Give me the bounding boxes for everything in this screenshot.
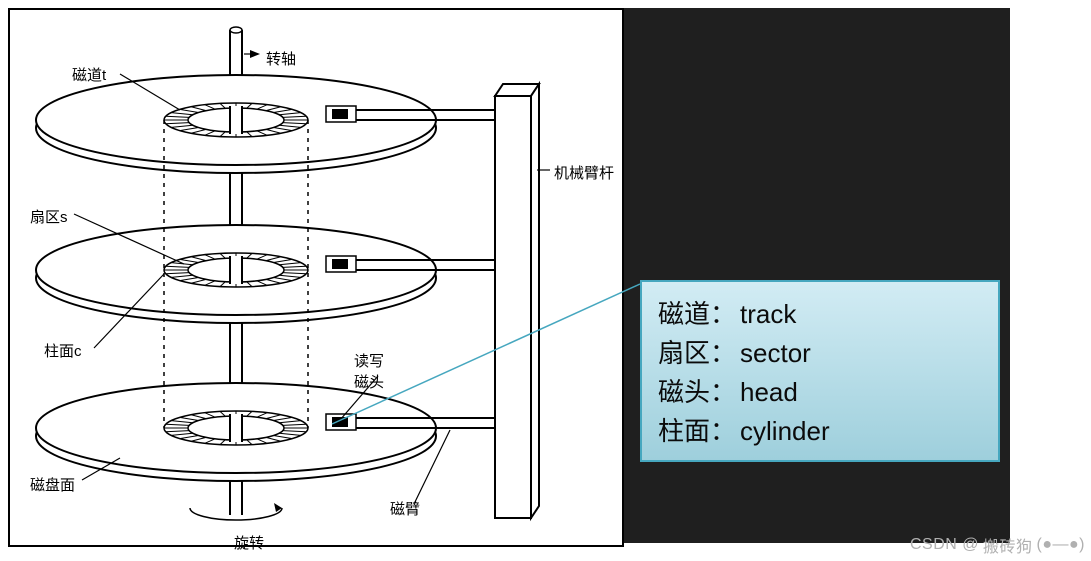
label-arm: 磁臂 <box>390 498 420 519</box>
label-arm-post: 机械臂杆 <box>554 162 614 183</box>
legend-en: head <box>740 377 798 408</box>
legend-item: 柱面：cylinder <box>658 411 974 448</box>
watermark: CSDN @ 搬砖狗 (●—●) <box>910 533 1085 557</box>
label-cylinder: 柱面c <box>44 340 82 361</box>
dark-background-strip <box>620 8 1010 543</box>
disk-svg <box>10 10 622 545</box>
watermark-name: 搬砖狗 <box>983 533 1033 557</box>
legend-item: 磁道：track <box>658 294 974 331</box>
legend-item: 磁头：head <box>658 372 974 409</box>
legend-box: 磁道：track扇区：sector磁头：head柱面：cylinder <box>640 280 1000 462</box>
diagram-drawing-area: 磁道t 转轴 扇区s 柱面c 磁盘面 读写 磁头 磁臂 机械臂杆 旋转 <box>8 8 624 547</box>
legend-cn: 磁道： <box>658 294 736 331</box>
label-sector: 扇区s <box>30 206 68 227</box>
label-surface: 磁盘面 <box>30 474 75 495</box>
legend-en: track <box>740 299 796 330</box>
watermark-prefix: CSDN @ <box>910 536 979 554</box>
legend-cn: 扇区： <box>658 333 736 370</box>
legend-en: cylinder <box>740 416 830 447</box>
legend-item: 扇区：sector <box>658 333 974 370</box>
label-rw-head: 读写 磁头 <box>354 350 384 392</box>
legend-en: sector <box>740 338 811 369</box>
label-rotation: 旋转 <box>234 532 264 553</box>
watermark-emoji: (●—●) <box>1037 536 1085 554</box>
legend-cn: 柱面： <box>658 411 736 448</box>
stage: 磁道t 转轴 扇区s 柱面c 磁盘面 读写 磁头 磁臂 机械臂杆 旋转 磁道：t… <box>0 0 1091 561</box>
label-spindle: 转轴 <box>266 48 296 69</box>
legend-cn: 磁头： <box>658 372 736 409</box>
label-track: 磁道t <box>72 64 106 85</box>
